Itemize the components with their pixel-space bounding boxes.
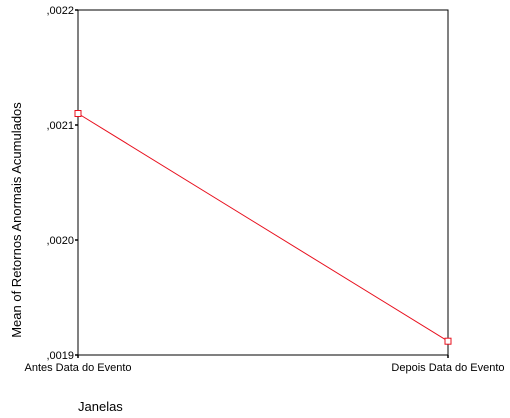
y-tick-label: ,0022 xyxy=(46,5,74,17)
plot-frame xyxy=(77,9,449,356)
data-point-marker xyxy=(74,110,82,117)
y-axis-title: Mean of Retornos Anormais Acumulados xyxy=(9,102,24,338)
y-tick-label: ,0019 xyxy=(46,350,74,362)
series-layer xyxy=(74,110,452,345)
x-tick-label: Antes Data do Evento xyxy=(24,362,131,374)
x-tick-label: Depois Data do Evento xyxy=(391,362,504,374)
y-axis-ticks: ,0019 ,0020 ,0021 ,0022 xyxy=(46,5,78,362)
y-tick-label: ,0021 xyxy=(46,120,74,132)
data-point-marker xyxy=(444,337,452,345)
y-tick-label: ,0020 xyxy=(46,235,74,247)
x-axis-title: Janelas xyxy=(78,399,123,414)
x-axis-ticks: Antes Data do Evento Depois Data do Event… xyxy=(24,355,505,374)
series-line xyxy=(77,113,449,342)
